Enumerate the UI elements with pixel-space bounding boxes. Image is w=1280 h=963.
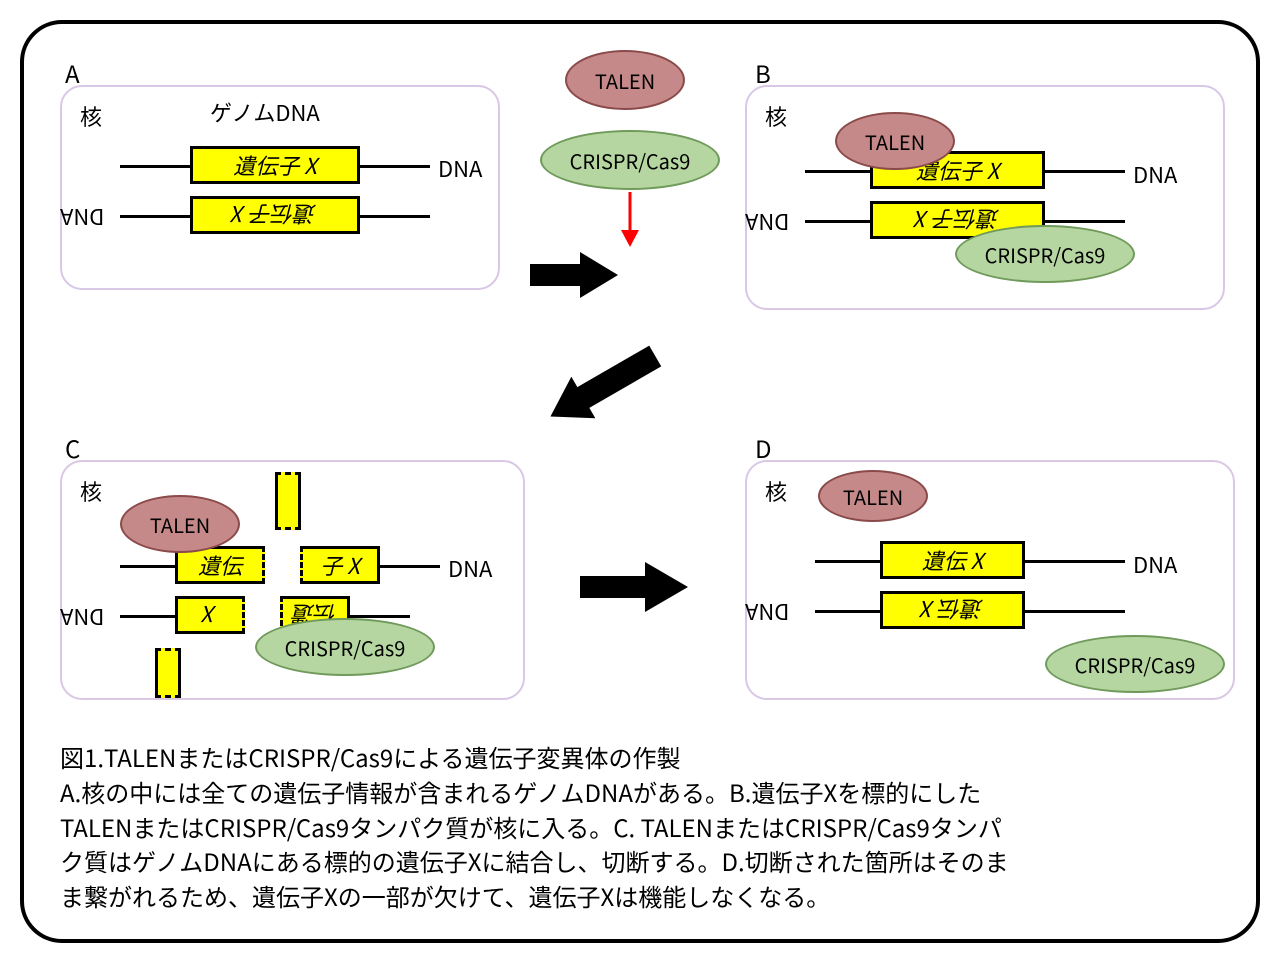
red-arrow-icon <box>618 192 642 252</box>
panel-c-crispr: CRISPR/Cas9 <box>255 618 435 676</box>
gene-label: 遺伝 X <box>922 544 984 576</box>
crispr-label: CRISPR/Cas9 <box>985 240 1106 269</box>
caption-line-3: TALENまたはCRISPR/Cas9タンパク質が核に入る。C. TALENまた… <box>60 810 1230 845</box>
gene-label-flip: 遺伝子 X <box>233 199 317 231</box>
panel-b-bot-dna-right <box>1045 220 1125 223</box>
panel-d-gene-bottom: 遺伝 X <box>880 591 1025 629</box>
panel-d-talen: TALEN <box>818 470 928 522</box>
gene-label: 子 X <box>320 549 360 581</box>
panel-b-crispr: CRISPR/Cas9 <box>955 225 1135 283</box>
panel-a-dna-right: DNA <box>438 152 482 184</box>
panel-c-fragment-top <box>275 472 301 530</box>
panel-c-bot-dna-left <box>120 615 175 618</box>
panel-d-gene-top: 遺伝 X <box>880 541 1025 579</box>
gene-label: 遺伝 X <box>922 594 984 626</box>
crispr-label: CRISPR/Cas9 <box>570 146 691 175</box>
panel-a-gene-top: 遺伝子 X <box>190 146 360 184</box>
panel-a-nucleus-label: 核 <box>80 100 102 132</box>
panel-a-bot-dna-right <box>360 215 430 218</box>
panel-d-nucleus-label: 核 <box>765 475 787 507</box>
panel-d-top-dna-left <box>815 560 880 563</box>
panel-a-dna-left-flip: DNA <box>60 202 104 234</box>
panel-b-talen: TALEN <box>835 112 955 170</box>
panel-c-gene-bot-left: X <box>175 596 245 634</box>
panel-a-top-dna-left <box>120 165 190 168</box>
talen-label: TALEN <box>150 510 210 539</box>
panel-c-gene-top-right: 子 X <box>300 546 380 584</box>
panel-d-top-dna-right <box>1025 560 1125 563</box>
panel-a-top-dna-right <box>360 165 430 168</box>
panel-c-talen: TALEN <box>120 495 240 553</box>
panel-d-crispr: CRISPR/Cas9 <box>1045 635 1225 693</box>
talen-label: TALEN <box>843 482 903 511</box>
crispr-label: CRISPR/Cas9 <box>285 633 406 662</box>
panel-d-dna-right: DNA <box>1133 548 1177 580</box>
panel-a-genomic-dna-label: ゲノムDNA <box>210 96 320 128</box>
caption-line-5: ま繋がれるため、遺伝子Xの一部が欠けて、遺伝子Xは機能しなくなる。 <box>60 879 1230 914</box>
talen-label: TALEN <box>595 66 655 95</box>
panel-d-bot-dna-right <box>1025 610 1125 613</box>
panel-b-dna-right: DNA <box>1133 158 1177 190</box>
panel-b-dna-left-flip: DNA <box>745 207 789 239</box>
panel-b-nucleus-label: 核 <box>765 100 787 132</box>
arrow-c-to-d-icon <box>580 560 690 615</box>
caption-line-1: 図1.TALENまたはCRISPR/Cas9による遺伝子変異体の作製 <box>60 740 1230 775</box>
panel-c-fragment-bottom <box>155 648 181 698</box>
panel-b-top-dna-left <box>805 170 870 173</box>
caption-line-2: A.核の中には全ての遺伝子情報が含まれるゲノムDNAがある。B.遺伝子Xを標的に… <box>60 775 1230 810</box>
crispr-float: CRISPR/Cas9 <box>540 130 720 190</box>
panel-a-bot-dna-left <box>120 215 190 218</box>
panel-b-bot-dna-left <box>805 220 870 223</box>
panel-a-gene-bottom: 遺伝子 X <box>190 196 360 234</box>
arrow-b-to-c-icon <box>535 340 675 430</box>
caption-line-4: ク質はゲノムDNAにある標的の遺伝子Xに結合し、切断する。D.切断された箇所はそ… <box>60 844 1230 879</box>
arrow-a-to-b-icon <box>530 250 620 300</box>
diagram-canvas: A 核 ゲノムDNA 遺伝子 X DNA DNA 遺伝子 X TALEN CRI… <box>0 0 1280 963</box>
panel-c-dna-left-flip: DNA <box>60 602 104 634</box>
gene-label: X <box>204 599 217 631</box>
panel-c-nucleus-label: 核 <box>80 475 102 507</box>
panel-b-nucleus <box>745 85 1225 310</box>
panel-c-top-dna-left <box>120 565 175 568</box>
talen-float: TALEN <box>565 50 685 110</box>
gene-label: 遺伝 <box>198 549 242 581</box>
crispr-label: CRISPR/Cas9 <box>1075 650 1196 679</box>
panel-d-dna-left-flip: DNA <box>745 597 789 629</box>
panel-d-bot-dna-left <box>815 610 880 613</box>
panel-c-top-dna-right <box>380 565 440 568</box>
panel-c-dna-right: DNA <box>448 552 492 584</box>
figure-caption: 図1.TALENまたはCRISPR/Cas9による遺伝子変異体の作製 A.核の中… <box>60 740 1230 914</box>
panel-b-top-dna-right <box>1045 170 1125 173</box>
gene-label: 遺伝子 X <box>233 149 317 181</box>
talen-label: TALEN <box>865 127 925 156</box>
